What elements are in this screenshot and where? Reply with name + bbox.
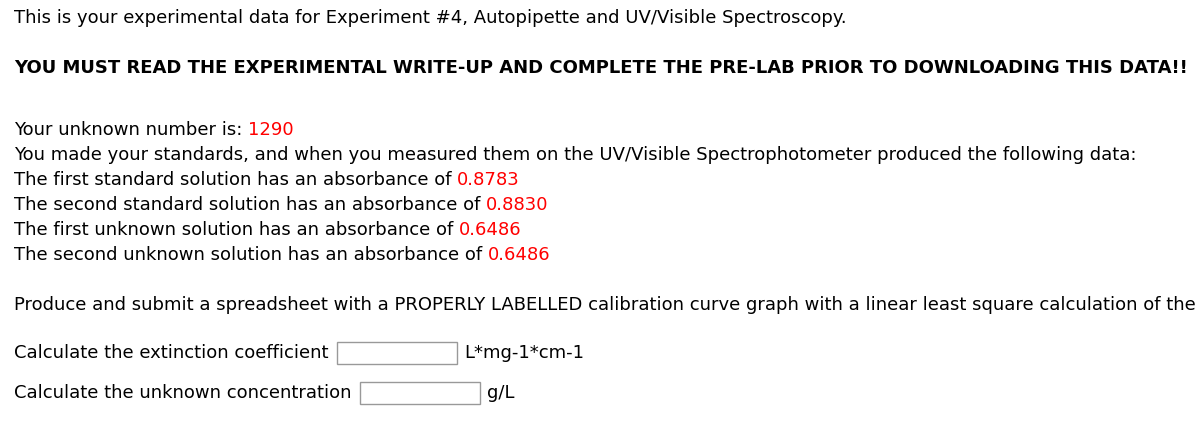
- Text: Produce and submit a spreadsheet with a PROPERLY LABELLED calibration curve grap: Produce and submit a spreadsheet with a …: [14, 296, 1200, 314]
- Bar: [360, 382, 480, 404]
- Text: 0.8783: 0.8783: [457, 171, 520, 189]
- Text: 0.6486: 0.6486: [458, 221, 522, 239]
- Text: g/L: g/L: [487, 384, 515, 402]
- Bar: [336, 342, 456, 364]
- Text: 0.6486: 0.6486: [488, 246, 551, 264]
- Text: You made your standards, and when you measured them on the UV/Visible Spectropho: You made your standards, and when you me…: [14, 146, 1136, 164]
- Text: L*mg-1*cm-1: L*mg-1*cm-1: [464, 344, 584, 362]
- Text: The second unknown solution has an absorbance of: The second unknown solution has an absor…: [14, 246, 488, 264]
- Text: 0.8830: 0.8830: [486, 196, 548, 214]
- Text: 1290: 1290: [248, 121, 294, 139]
- Text: Calculate the unknown concentration: Calculate the unknown concentration: [14, 384, 352, 402]
- Text: The second standard solution has an absorbance of: The second standard solution has an abso…: [14, 196, 486, 214]
- Text: This is your experimental data for Experiment #4, Autopipette and UV/Visible Spe: This is your experimental data for Exper…: [14, 9, 847, 27]
- Text: The first standard solution has an absorbance of: The first standard solution has an absor…: [14, 171, 457, 189]
- Text: YOU MUST READ THE EXPERIMENTAL WRITE-UP AND COMPLETE THE PRE-LAB PRIOR TO DOWNLO: YOU MUST READ THE EXPERIMENTAL WRITE-UP …: [14, 59, 1188, 77]
- Text: The first unknown solution has an absorbance of: The first unknown solution has an absorb…: [14, 221, 458, 239]
- Text: Your unknown number is:: Your unknown number is:: [14, 121, 248, 139]
- Text: Calculate the extinction coefficient: Calculate the extinction coefficient: [14, 344, 329, 362]
